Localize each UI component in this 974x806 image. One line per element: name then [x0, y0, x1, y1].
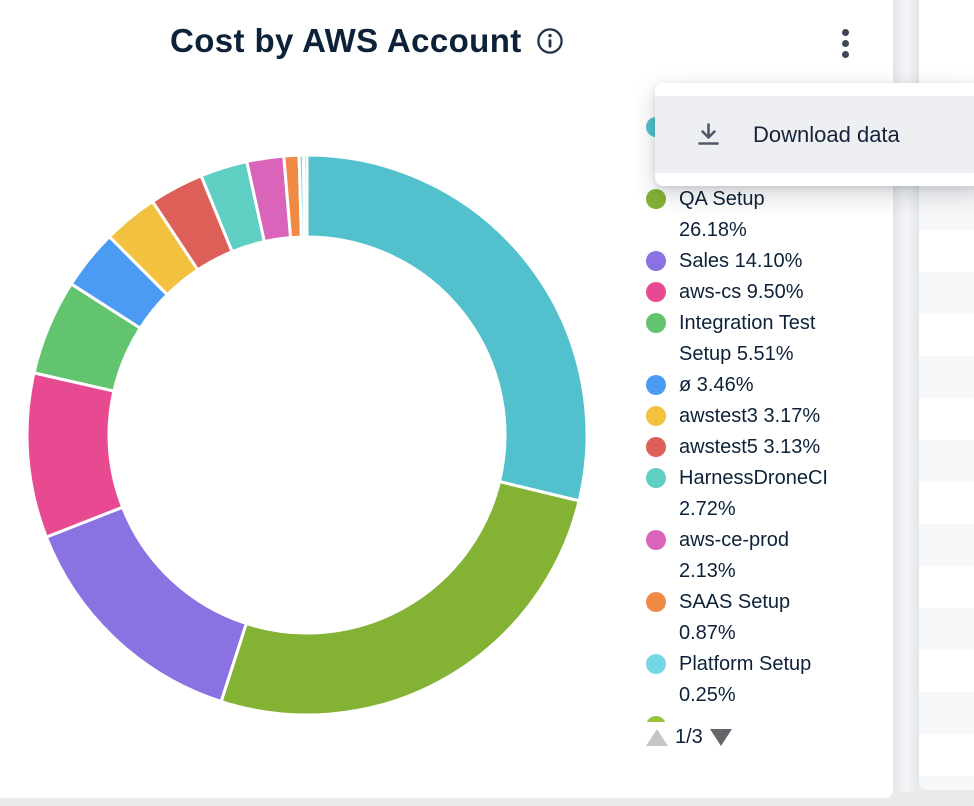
- legend-pagination: 1/3: [646, 727, 732, 747]
- legend-item[interactable]: SAAS Setup 0.87%: [646, 587, 882, 649]
- legend-item[interactable]: Sales 14.10%: [646, 246, 882, 277]
- legend-item-label: Platform Setup 0.25%: [679, 653, 812, 706]
- kebab-dot: [841, 50, 849, 58]
- pagination-down-button[interactable]: [709, 728, 732, 746]
- legend-bullet-icon: [646, 654, 666, 674]
- legend-bullet-icon: [646, 437, 666, 457]
- legend-item-label: Sales 14.10%: [679, 250, 803, 272]
- legend-item[interactable]: aws-ce-prod 2.13%: [646, 525, 882, 587]
- donut-segment[interactable]: [25, 371, 125, 540]
- legend-bullet-icon: [646, 530, 666, 550]
- adjacent-table-row-stripes: [919, 188, 974, 790]
- legend-bullet-icon: [646, 468, 666, 488]
- donut-segment[interactable]: [44, 505, 249, 704]
- legend-bullet-icon: [646, 313, 666, 333]
- legend-item-label: Integration Test Setup 5.51%: [679, 312, 816, 365]
- legend-item-label: ø 3.46%: [679, 374, 754, 396]
- legend-item[interactable]: awstest5 3.13%: [646, 432, 882, 463]
- legend-item-label: SAAS Setup 0.87%: [679, 591, 791, 644]
- donut-chart[interactable]: [0, 0, 893, 798]
- legend-item[interactable]: QA Setup 26.18%: [646, 184, 882, 246]
- kebab-menu-button[interactable]: [831, 20, 859, 66]
- legend-bullet-icon: [646, 189, 666, 209]
- legend-item-label: aws-ce-prod 2.13%: [679, 529, 790, 582]
- download-icon: [698, 123, 719, 145]
- donut-segment[interactable]: [219, 479, 581, 717]
- legend-bullet-icon: [646, 251, 666, 271]
- legend-item-label: awstest3 3.17%: [679, 405, 821, 427]
- download-data-menu-item[interactable]: Download data: [655, 96, 974, 173]
- legend-item-label: aws-cs 9.50%: [679, 281, 804, 303]
- legend-bullet-icon: [646, 282, 666, 302]
- legend-item[interactable]: ø 3.46%: [646, 370, 882, 401]
- legend-item[interactable]: awstest3 3.17%: [646, 401, 882, 432]
- page-title: Cost by AWS Account: [170, 22, 522, 59]
- legend-item-label: QA Setup 26.18%: [679, 188, 765, 241]
- legend-bullet-icon: [646, 375, 666, 395]
- legend-bullet-icon: [646, 716, 666, 722]
- kebab-dot: [841, 39, 849, 47]
- donut-segment[interactable]: [301, 153, 309, 239]
- legend-item[interactable]: HarnessDroneCI 2.72%: [646, 463, 882, 525]
- download-data-label: Download data: [753, 121, 900, 147]
- context-menu-popup: Download data: [655, 83, 974, 186]
- legend-item-label: awstest5 3.13%: [679, 436, 821, 458]
- card-header: Cost by AWS Account: [170, 22, 564, 60]
- legend-item[interactable]: [646, 711, 882, 722]
- kebab-dot: [841, 28, 849, 36]
- legend-item[interactable]: Platform Setup 0.25%: [646, 649, 882, 711]
- pagination-page-indicator: 1/3: [675, 726, 703, 748]
- legend-item[interactable]: Integration Test Setup 5.51%: [646, 308, 882, 370]
- donut-segment[interactable]: [305, 153, 589, 503]
- chart-legend: QA Setup 26.18% Sales 14.10% aws-cs 9.50% I…: [646, 112, 882, 722]
- pagination-up-button[interactable]: [646, 728, 668, 746]
- info-icon[interactable]: [536, 27, 564, 55]
- legend-bullet-icon: [646, 406, 666, 426]
- legend-item[interactable]: aws-cs 9.50%: [646, 277, 882, 308]
- legend-bullet-icon: [646, 592, 666, 612]
- legend-item-label: HarnessDroneCI 2.72%: [679, 467, 828, 520]
